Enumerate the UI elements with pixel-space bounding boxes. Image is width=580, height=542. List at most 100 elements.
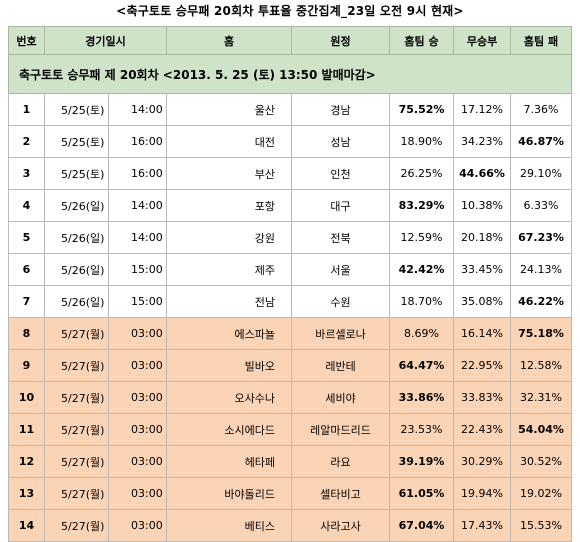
match-time: 14:00 <box>107 221 168 254</box>
table-row: 3 5/25(토) 16:00 부산 인천 26.25% 44.66% 29.10% <box>8 157 573 190</box>
home-lose-rate: 29.10% <box>510 157 573 190</box>
draw-rate: 22.43% <box>453 413 512 446</box>
match-time: 03:00 <box>107 381 168 414</box>
match-date: 5/27(월) <box>44 477 109 510</box>
away-team: 사라고사 <box>291 509 391 542</box>
home-win-rate: 83.29% <box>389 189 455 222</box>
home-team: 부산 <box>166 157 293 190</box>
header-datetime: 경기일시 <box>43 26 168 55</box>
home-team: 제주 <box>166 253 293 286</box>
table-row: 9 5/27(월) 03:00 빌바오 레반테 64.47% 22.95% 12.58% <box>8 349 573 382</box>
away-team: 레알마드리드 <box>291 413 391 446</box>
home-win-rate: 75.52% <box>389 93 455 126</box>
match-time: 14:00 <box>107 93 168 126</box>
home-team: 전남 <box>166 285 293 318</box>
match-number: 14 <box>8 509 45 542</box>
home-team: 헤타페 <box>166 445 293 478</box>
draw-rate: 17.43% <box>453 509 512 542</box>
match-date: 5/27(월) <box>44 349 109 382</box>
home-lose-rate: 15.53% <box>510 509 573 542</box>
match-number: 9 <box>8 349 45 382</box>
home-win-rate: 33.86% <box>389 381 455 414</box>
header-row: 번호 경기일시 홈 원정 홈팀 승 무승부 홈팀 패 <box>8 26 573 55</box>
match-number: 11 <box>8 413 45 446</box>
results-table-container: 축구토토 승무패 제 20회차 <2013. 5. 25 (토) 13:50 발… <box>7 26 573 542</box>
draw-rate: 17.12% <box>453 93 512 126</box>
match-time: 15:00 <box>107 253 168 286</box>
header-draw: 무승부 <box>453 26 512 55</box>
away-team: 대구 <box>291 189 391 222</box>
home-win-rate: 26.25% <box>389 157 455 190</box>
table-row: 14 5/27(월) 03:00 베티스 사라고사 67.04% 17.43% 15.53% <box>8 509 573 542</box>
home-lose-rate: 32.31% <box>510 381 573 414</box>
away-team: 경남 <box>291 93 391 126</box>
match-date: 5/27(월) <box>44 509 109 542</box>
header-no: 번호 <box>8 26 45 55</box>
draw-rate: 10.38% <box>453 189 512 222</box>
match-time: 03:00 <box>107 317 168 350</box>
home-team: 바야돌리드 <box>166 477 293 510</box>
home-lose-rate: 46.22% <box>510 285 573 318</box>
match-date: 5/25(토) <box>44 125 109 158</box>
match-number: 13 <box>8 477 45 510</box>
draw-rate: 22.95% <box>453 349 512 382</box>
match-date: 5/27(월) <box>44 317 109 350</box>
home-lose-rate: 67.23% <box>510 221 573 254</box>
away-team: 수원 <box>291 285 391 318</box>
home-win-rate: 8.69% <box>389 317 455 350</box>
away-team: 라요 <box>291 445 391 478</box>
match-date: 5/26(일) <box>44 189 109 222</box>
banner-row: 축구토토 승무패 제 20회차 <2013. 5. 25 (토) 13:50 발… <box>7 54 573 94</box>
match-number: 5 <box>8 221 45 254</box>
away-team: 서울 <box>291 253 391 286</box>
match-date: 5/26(일) <box>44 285 109 318</box>
home-team: 베티스 <box>166 509 293 542</box>
page-caption: <축구토토 승무패 20회차 투표율 중간집계_23일 오전 9시 현재> <box>116 4 464 18</box>
draw-rate: 30.29% <box>453 445 512 478</box>
draw-rate: 19.94% <box>453 477 512 510</box>
match-time: 03:00 <box>107 445 168 478</box>
draw-rate: 35.08% <box>453 285 512 318</box>
match-number: 4 <box>8 189 45 222</box>
match-time: 14:00 <box>107 189 168 222</box>
match-number: 7 <box>8 285 45 318</box>
home-lose-rate: 75.18% <box>510 317 573 350</box>
header-home-win: 홈팀 승 <box>389 26 455 55</box>
match-time: 03:00 <box>107 509 168 542</box>
home-win-rate: 18.90% <box>389 125 455 158</box>
home-lose-rate: 54.04% <box>510 413 573 446</box>
table-row: 7 5/26(일) 15:00 전남 수원 18.70% 35.08% 46.22% <box>8 285 573 318</box>
match-number: 10 <box>8 381 45 414</box>
home-win-rate: 12.59% <box>389 221 455 254</box>
match-number: 12 <box>8 445 45 478</box>
table-row: 10 5/27(월) 03:00 오사수나 세비야 33.86% 33.83% 32.31% <box>8 381 573 414</box>
away-team: 인천 <box>291 157 391 190</box>
away-team: 셀타비고 <box>291 477 391 510</box>
table-row: 1 5/25(토) 14:00 울산 경남 75.52% 17.12% 7.36% <box>8 93 573 126</box>
draw-rate: 44.66% <box>453 157 512 190</box>
away-team: 레반테 <box>291 349 391 382</box>
draw-rate: 16.14% <box>453 317 512 350</box>
home-team: 오사수나 <box>166 381 293 414</box>
header-away: 원정 <box>291 26 391 55</box>
table-row: 13 5/27(월) 03:00 바야돌리드 셀타비고 61.05% 19.94% 19.02… <box>8 477 573 510</box>
away-team: 전북 <box>291 221 391 254</box>
match-date: 5/26(일) <box>44 221 109 254</box>
home-lose-rate: 19.02% <box>510 477 573 510</box>
home-team: 대전 <box>166 125 293 158</box>
match-time: 15:00 <box>107 285 168 318</box>
table-row: 6 5/26(일) 15:00 제주 서울 42.42% 33.45% 24.13% <box>8 253 573 286</box>
home-team: 포항 <box>166 189 293 222</box>
match-time: 03:00 <box>107 349 168 382</box>
table-row: 2 5/25(토) 16:00 대전 성남 18.90% 34.23% 46.87% <box>8 125 573 158</box>
home-win-rate: 67.04% <box>389 509 455 542</box>
home-lose-rate: 30.52% <box>510 445 573 478</box>
home-win-rate: 18.70% <box>389 285 455 318</box>
match-date: 5/26(일) <box>44 253 109 286</box>
home-win-rate: 64.47% <box>389 349 455 382</box>
match-number: 6 <box>8 253 45 286</box>
table-row: 4 5/26(일) 14:00 포항 대구 83.29% 10.38% 6.33% <box>8 189 573 222</box>
table-row: 8 5/27(월) 03:00 에스파뇰 바르셀로나 8.69% 16.14% 75.18% <box>8 317 573 350</box>
home-win-rate: 42.42% <box>389 253 455 286</box>
away-team: 바르셀로나 <box>291 317 391 350</box>
